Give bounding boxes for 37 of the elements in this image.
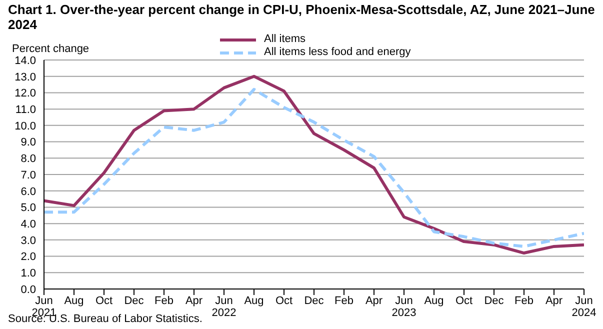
x-tick-label: Oct — [455, 295, 473, 307]
y-tick-label: 7.0 — [20, 169, 36, 182]
legend-label: All items less food and energy — [264, 46, 411, 59]
x-tick-label: Oct — [275, 295, 293, 307]
y-tick-label: 9.0 — [20, 136, 36, 149]
x-tick-label: Apr — [365, 295, 383, 307]
x-tick-label: Dec — [484, 295, 504, 307]
x-tick-label: Aug — [244, 295, 264, 307]
y-tick-label: 13.0 — [14, 71, 36, 84]
x-tick-label: Aug — [424, 295, 444, 307]
legend-label: All items — [264, 33, 306, 46]
x-tick-label: Dec — [124, 295, 144, 307]
y-tick-label: 3.0 — [20, 234, 36, 247]
y-tick-label: 8.0 — [20, 153, 36, 166]
y-tick-label: 2.0 — [20, 251, 36, 264]
x-tick-label: Jun 2024 — [572, 295, 596, 319]
x-tick-label: Apr — [185, 295, 203, 307]
x-tick-label: Dec — [304, 295, 324, 307]
y-tick-label: 1.0 — [20, 268, 36, 280]
y-axis-title: Percent change — [12, 43, 90, 55]
y-tick-label: 10.0 — [14, 120, 36, 132]
x-tick-label: Apr — [545, 295, 563, 307]
x-tick-label: Feb — [514, 295, 534, 307]
x-tick-label: Jun 2022 — [212, 295, 236, 319]
y-tick-label: 0.0 — [20, 284, 36, 296]
x-tick-label: Feb — [154, 295, 174, 307]
y-tick-label: 11.0 — [15, 104, 36, 116]
y-tick-label: 14.0 — [14, 54, 36, 67]
y-tick-label: 6.0 — [20, 186, 36, 198]
chart-title: Chart 1. Over-the-year percent change in CPI-U, Phoenix-Mesa-Scottsdale, AZ, June 2021–June 2024 — [8, 2, 595, 32]
y-tick-label: 4.0 — [20, 218, 36, 230]
x-tick-label: Jun 2023 — [392, 295, 416, 319]
y-tick-label: 12.0 — [14, 88, 36, 100]
y-tick-label: 5.0 — [20, 202, 36, 214]
x-tick-label: Aug — [64, 295, 84, 307]
x-tick-label: Oct — [95, 295, 113, 307]
x-tick-label: Feb — [334, 295, 354, 307]
